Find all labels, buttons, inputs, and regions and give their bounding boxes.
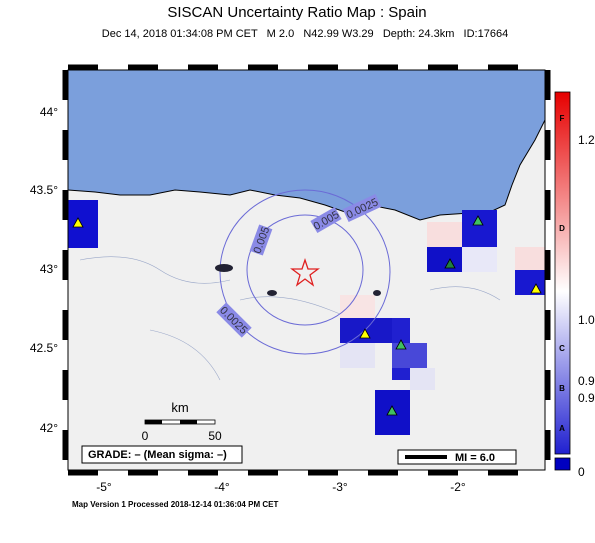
subtitle: Dec 14, 2018 01:34:08 PM CET M 2.0 N42.9… bbox=[102, 28, 508, 40]
footer: Map Version 1 Processed 2018-12-14 01:36… bbox=[72, 500, 278, 509]
lat-label: 42° bbox=[40, 421, 58, 435]
colorbar-min bbox=[554, 457, 571, 471]
mi-box bbox=[397, 449, 517, 465]
epicenter bbox=[290, 257, 320, 287]
grade-letter: B bbox=[559, 384, 565, 393]
cells bbox=[68, 200, 545, 435]
contours bbox=[219, 189, 391, 355]
grade-letter: D bbox=[559, 224, 565, 233]
scale-bar: km 0 50 bbox=[142, 400, 222, 443]
frame-ticks bbox=[62, 64, 551, 476]
lon-label: -2° bbox=[450, 480, 466, 494]
map-frame bbox=[67, 69, 546, 471]
lakes bbox=[215, 264, 381, 296]
colorbar-number: 1.2 bbox=[578, 133, 595, 147]
lat-label: 43.5° bbox=[30, 183, 58, 197]
lat-label: 42.5° bbox=[30, 341, 58, 355]
lon-labels: -5° -4° -3° -2° bbox=[96, 480, 466, 494]
lon-label: -5° bbox=[96, 480, 112, 494]
mi: MI = 6.0 bbox=[455, 452, 495, 464]
grade-letter: C bbox=[559, 344, 565, 353]
lat-label: 43° bbox=[40, 262, 58, 276]
lon-label: -4° bbox=[214, 480, 230, 494]
lat-label: 44° bbox=[40, 105, 58, 119]
grade-letter: F bbox=[560, 114, 565, 123]
title: SISCAN Uncertainty Ratio Map : Spain bbox=[167, 4, 426, 21]
grade-letter: A bbox=[559, 424, 565, 433]
rivers bbox=[79, 256, 501, 381]
colorbar-number: 0.9 bbox=[578, 374, 595, 388]
colorbar-number: 1.0 bbox=[578, 313, 595, 327]
scale-unit: km bbox=[171, 400, 188, 415]
map bbox=[68, 70, 545, 470]
grade: GRADE: – (Mean sigma: –) bbox=[88, 449, 227, 461]
colorbar-gradient bbox=[554, 91, 571, 455]
colorbar-number: 0.9 bbox=[578, 391, 595, 405]
colorbar-number: 0 bbox=[578, 465, 585, 479]
scale-end: 50 bbox=[208, 429, 222, 443]
lon-label: -3° bbox=[332, 480, 348, 494]
lat-labels: 44° 43.5° 43° 42.5° 42° bbox=[30, 105, 58, 435]
colorbar: F D C B A 1.2 1.0 0.9 0.9 0 bbox=[554, 91, 595, 479]
stations bbox=[72, 215, 542, 416]
grade-box bbox=[81, 445, 243, 464]
scale-start: 0 bbox=[142, 429, 149, 443]
